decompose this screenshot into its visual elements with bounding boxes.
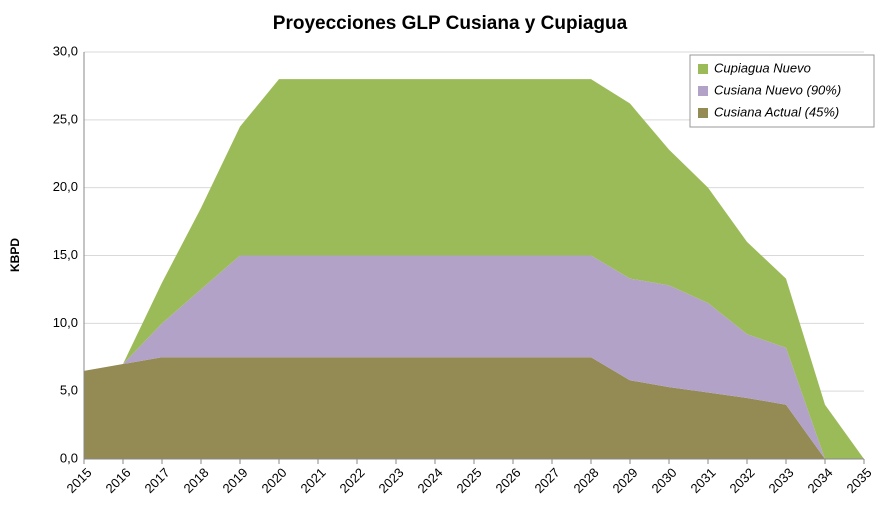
x-tick-label: 2027: [531, 465, 562, 496]
y-tick-label: 5,0: [60, 383, 78, 398]
legend-swatch: [698, 108, 708, 118]
x-tick-label: 2031: [687, 465, 718, 496]
x-tick-label: 2029: [609, 465, 640, 496]
x-tick-label: 2034: [804, 465, 835, 496]
y-axis-label: KBPD: [8, 238, 22, 272]
y-tick-label: 10,0: [53, 315, 78, 330]
legend-label: Cusiana Nuevo (90%): [714, 82, 841, 97]
x-tick-label: 2032: [726, 465, 757, 496]
area: [84, 357, 864, 459]
legend-label: Cusiana Actual (45%): [714, 104, 839, 119]
x-tick-label: 2020: [258, 465, 289, 496]
x-tick-label: 2022: [336, 465, 367, 496]
y-tick-label: 15,0: [53, 247, 78, 262]
legend-box: [689, 54, 875, 128]
x-tick-label: 2023: [375, 465, 406, 496]
x-tick-label: 2016: [102, 465, 133, 496]
y-tick-label: 20,0: [53, 179, 78, 194]
legend-swatch: [698, 64, 708, 74]
x-tick-label: 2025: [453, 465, 484, 496]
x-tick-label: 2024: [414, 465, 445, 496]
x-tick-label: 2017: [141, 465, 172, 496]
legend-label: Cupiagua Nuevo: [714, 60, 811, 75]
x-tick-label: 2019: [219, 465, 250, 496]
chart-title: Proyecciones GLP Cusiana y Cupiagua: [273, 13, 628, 34]
x-tick-label: 2018: [180, 465, 211, 496]
x-tick-label: 2028: [570, 465, 601, 496]
area: [84, 79, 864, 459]
y-tick-label: 30,0: [53, 43, 78, 58]
y-tick-label: 25,0: [53, 111, 78, 126]
x-tick-label: 2030: [648, 465, 679, 496]
y-tick-label: 0,0: [60, 450, 78, 465]
area: [84, 255, 864, 459]
x-tick-label: 2026: [492, 465, 523, 496]
x-tick-label: 2035: [843, 465, 874, 496]
x-tick-label: 2015: [63, 465, 94, 496]
x-tick-label: 2021: [297, 465, 328, 496]
x-tick-label: 2033: [765, 465, 796, 496]
legend-swatch: [698, 86, 708, 96]
